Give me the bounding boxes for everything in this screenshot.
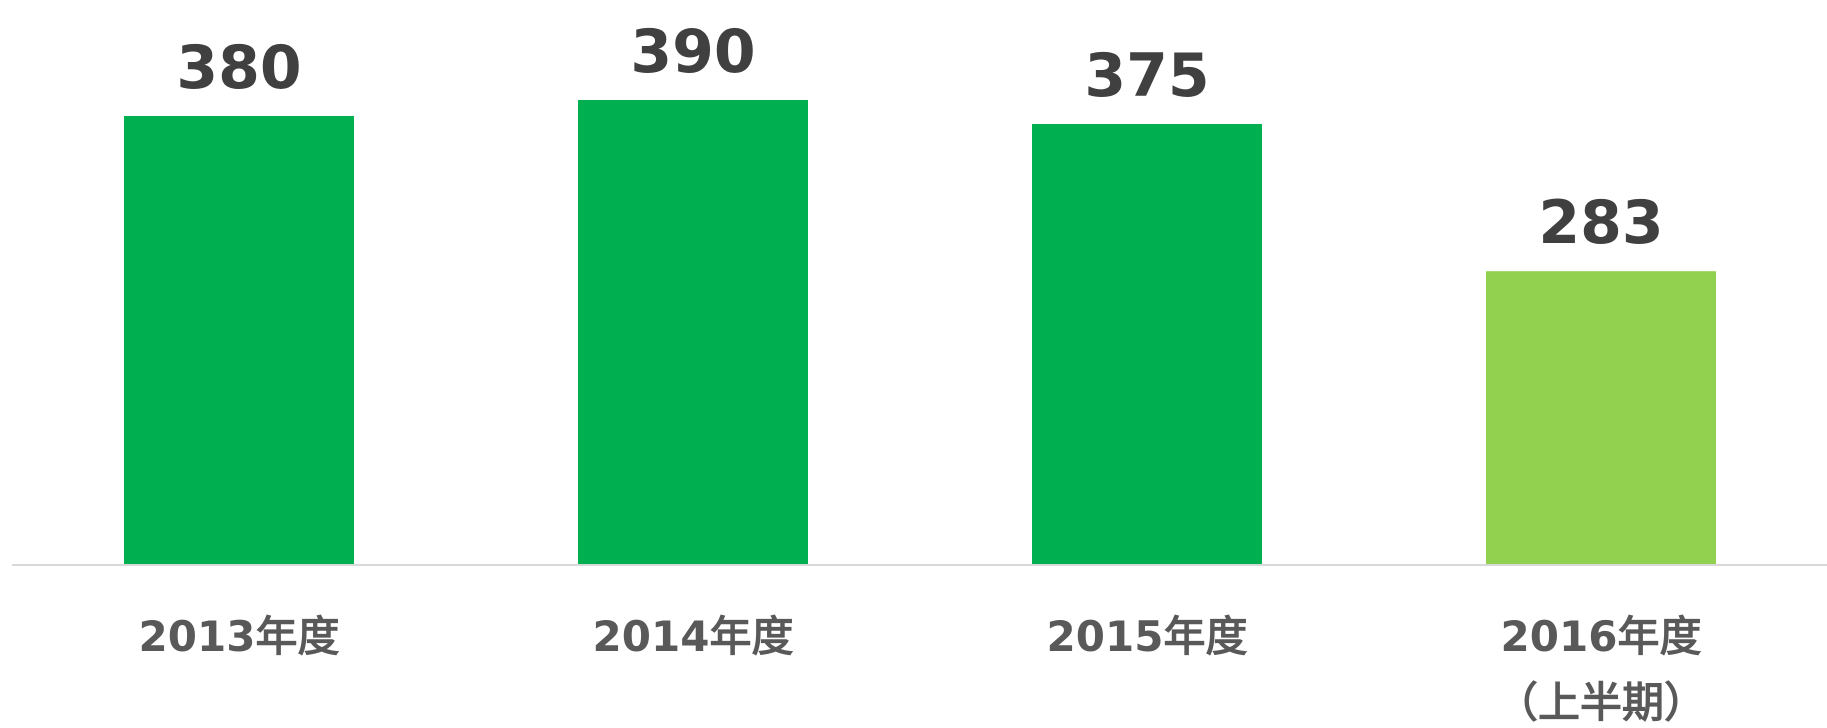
x-tick-label: 2015年度 — [1046, 612, 1248, 661]
bar — [578, 100, 808, 564]
value-label: 375 — [1084, 41, 1209, 111]
x-tick-label: 2013年度 — [138, 612, 340, 661]
x-tick-label: 2014年度 — [592, 612, 794, 661]
bar — [1032, 124, 1262, 564]
value-label: 390 — [630, 17, 755, 87]
bar — [124, 116, 354, 564]
value-label: 380 — [176, 33, 301, 103]
value-label: 283 — [1538, 188, 1663, 258]
x-tick-label: 2016年度 （上半期） — [1495, 612, 1706, 727]
bar — [1486, 271, 1716, 564]
